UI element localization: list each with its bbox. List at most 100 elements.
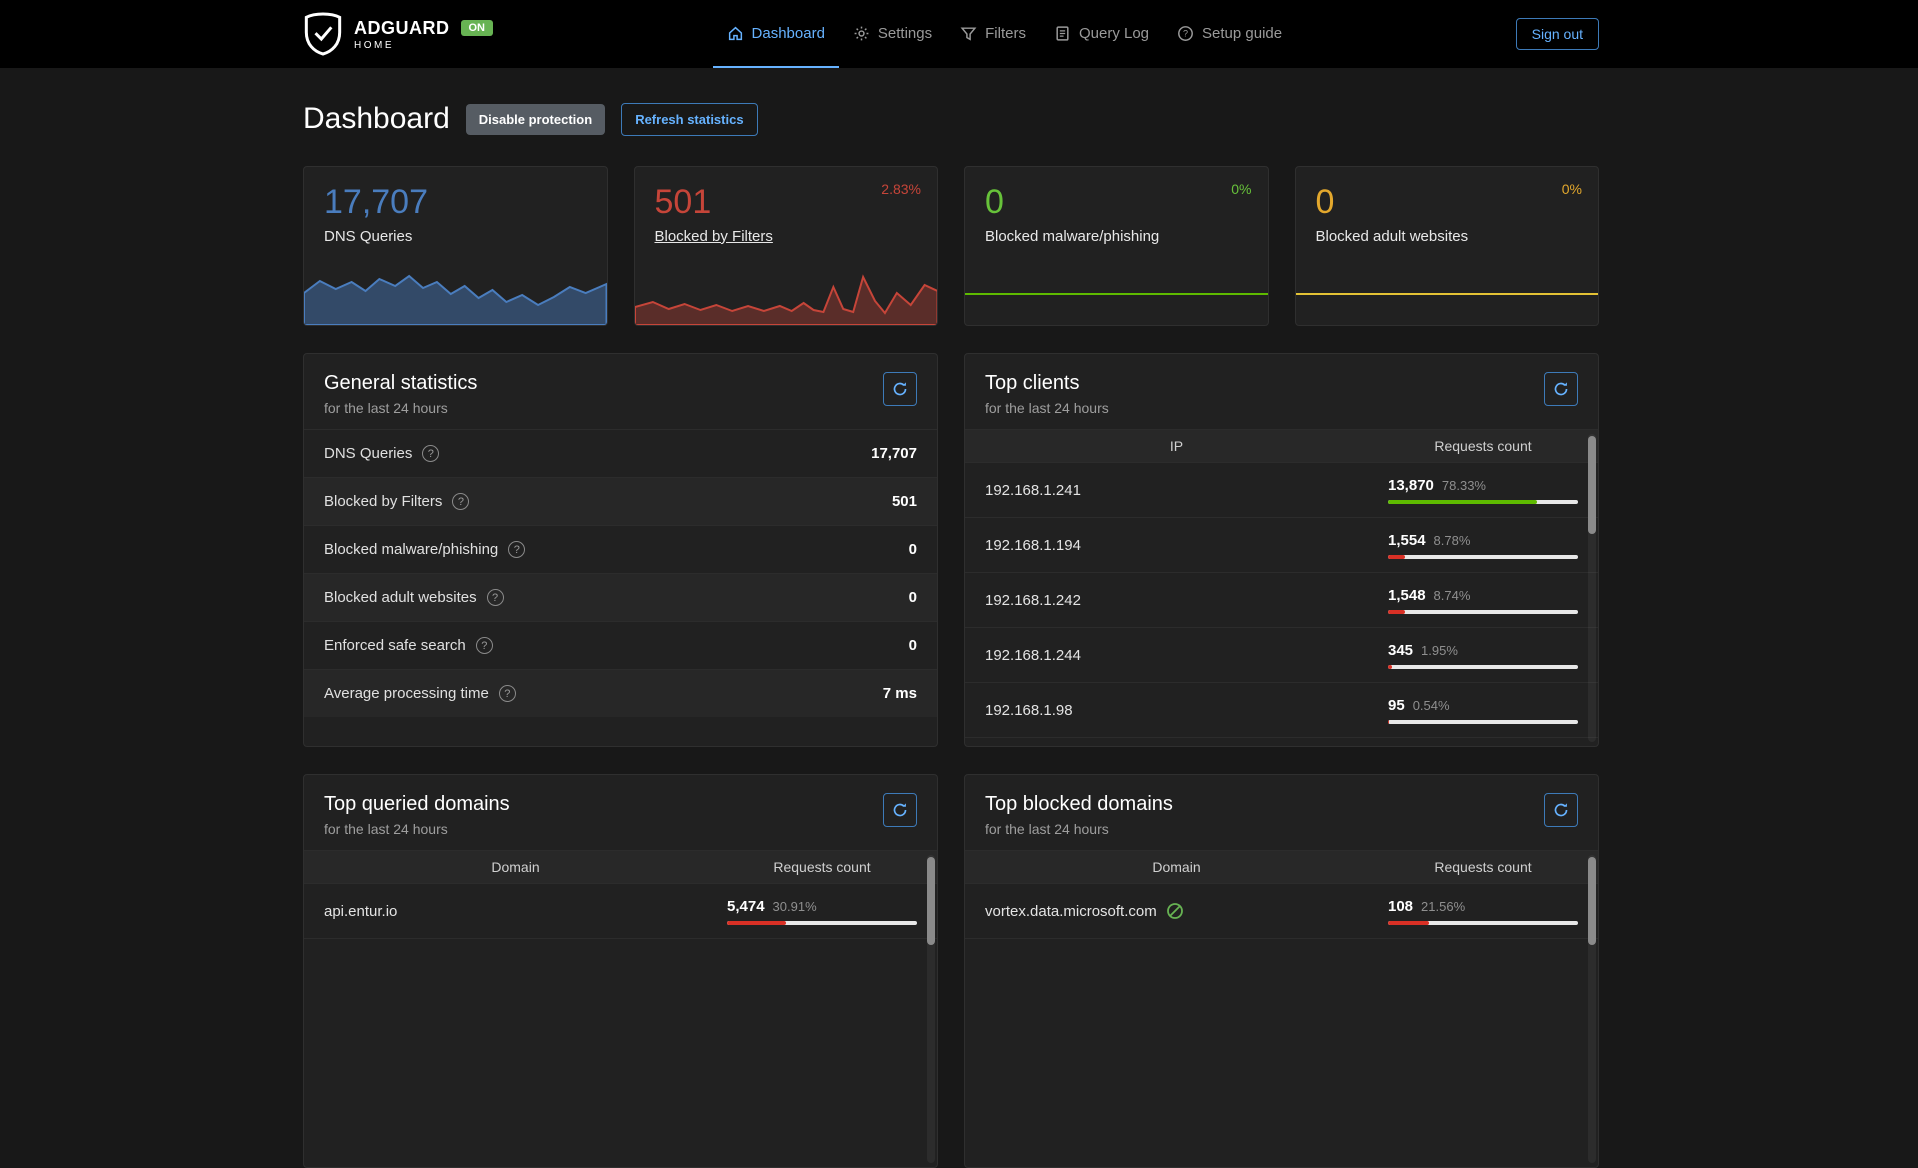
nav-dashboard-label: Dashboard — [751, 24, 825, 42]
brand-subtitle: HOME — [354, 39, 394, 51]
client-row: 192.168.1.244 345 1.95% — [965, 628, 1598, 683]
refresh-general-statistics-button[interactable] — [883, 372, 917, 406]
column-header-requests-count: Requests count — [773, 859, 871, 875]
nav-filters[interactable]: Filters — [946, 0, 1040, 68]
blocked-malware-flatline — [965, 293, 1268, 295]
client-ip[interactable]: 192.168.1.241 — [985, 481, 1081, 499]
blocked-adult-percent: 0% — [1561, 181, 1582, 197]
stat-row-label: Blocked by Filters — [324, 493, 443, 510]
stat-row: Blocked adult websites? 0 — [304, 573, 937, 621]
blocked-malware-label: Blocked malware/phishing — [985, 227, 1160, 245]
nav-query-log-label: Query Log — [1078, 24, 1150, 42]
blocked-adult-value: 0 — [1315, 183, 1335, 221]
blocked-adult-flatline — [1295, 293, 1598, 295]
client-row: 192.168.1.98 95 0.54% — [965, 683, 1598, 738]
column-header-requests-count: Requests count — [1434, 859, 1532, 875]
domain-row: api.entur.io 5,474 30.91% — [304, 884, 937, 939]
scrollbar-thumb[interactable] — [1588, 436, 1596, 534]
protection-on-badge: ON — [460, 20, 493, 36]
nav-setup-guide[interactable]: ? Setup guide — [1163, 0, 1296, 68]
help-icon[interactable]: ? — [498, 685, 516, 702]
top-blocked-domains-title: Top blocked domains — [985, 793, 1173, 815]
stat-row-value: 7 ms — [882, 685, 917, 702]
client-count: 13,870 — [1388, 476, 1434, 494]
progress-bar-fill — [1388, 719, 1390, 724]
blocked-by-filters-link[interactable]: Blocked by Filters — [654, 227, 773, 245]
adguard-home-logo[interactable]: ADGUARD ON HOME — [303, 12, 493, 56]
blocked-adult-card: 0% 0 Blocked adult websites — [1294, 166, 1599, 326]
top-queried-domains-table-header: Domain Requests count — [304, 850, 937, 884]
client-percent: 8.78% — [1433, 532, 1471, 548]
client-ip[interactable]: 192.168.1.244 — [985, 646, 1081, 664]
refresh-icon — [1554, 382, 1568, 396]
refresh-statistics-button[interactable]: Refresh statistics — [621, 102, 758, 136]
nav-dashboard[interactable]: Dashboard — [712, 0, 839, 68]
dns-queries-label: DNS Queries — [324, 227, 413, 245]
help-icon[interactable]: ? — [486, 589, 504, 606]
stat-row: Enforced safe search? 0 — [304, 621, 937, 669]
setup-guide-help-icon: ? — [1178, 25, 1193, 41]
main-nav: Dashboard Settings Filters — [712, 0, 1297, 68]
help-icon[interactable]: ? — [508, 541, 526, 558]
refresh-top-clients-button[interactable] — [1544, 372, 1578, 406]
queried-domain[interactable]: api.entur.io — [324, 902, 398, 920]
client-ip[interactable]: 192.168.1.194 — [985, 536, 1081, 554]
blocked-domain[interactable]: vortex.data.microsoft.com — [985, 902, 1157, 920]
client-percent: 1.95% — [1421, 642, 1458, 658]
blocked-malware-value: 0 — [985, 183, 1004, 221]
blocked-by-filters-percent: 2.83% — [881, 181, 921, 197]
scrollbar-thumb[interactable] — [1588, 857, 1596, 945]
progress-bar-fill — [1388, 609, 1405, 614]
sign-out-button[interactable]: Sign out — [1515, 18, 1599, 50]
blocked-by-filters-value: 501 — [654, 183, 712, 221]
client-ip[interactable]: 192.168.1.98 — [985, 701, 1073, 719]
client-ip[interactable]: 192.168.1.242 — [985, 591, 1081, 609]
stat-row-value: 0 — [908, 637, 917, 654]
general-statistics-table: DNS Queries? 17,707 Blocked by Filters? … — [304, 429, 937, 717]
domain-percent: 21.56% — [1421, 898, 1466, 914]
refresh-icon — [893, 382, 907, 396]
refresh-top-queried-domains-button[interactable] — [883, 793, 917, 827]
stat-row-value: 0 — [908, 541, 917, 558]
settings-gear-icon — [854, 26, 869, 40]
dns-queries-value: 17,707 — [324, 183, 428, 221]
refresh-top-blocked-domains-button[interactable] — [1544, 793, 1578, 827]
help-icon[interactable]: ? — [452, 493, 470, 510]
client-percent: 8.74% — [1433, 587, 1471, 603]
scrollbar-thumb[interactable] — [927, 857, 935, 945]
top-queried-domains-title: Top queried domains — [324, 793, 510, 815]
top-blocked-domains-card: Top blocked domains for the last 24 hour… — [964, 774, 1599, 1168]
dns-queries-card: 17,707 DNS Queries — [303, 166, 608, 326]
disable-protection-button[interactable]: Disable protection — [465, 103, 606, 135]
stat-row: Blocked malware/phishing? 0 — [304, 525, 937, 573]
blocked-status-icon — [1166, 903, 1183, 919]
top-blocked-domains-subtitle: for the last 24 hours — [985, 821, 1109, 837]
nav-settings[interactable]: Settings — [839, 0, 946, 68]
progress-bar-fill — [1388, 920, 1429, 925]
stat-row-value: 0 — [908, 589, 917, 606]
column-header-domain: Domain — [491, 859, 540, 875]
dashboard-page: Dashboard Disable protection Refresh sta… — [303, 68, 1599, 1168]
progress-bar — [1388, 554, 1578, 559]
client-percent: 0.54% — [1412, 697, 1450, 713]
progress-bar-fill — [1388, 499, 1537, 504]
progress-bar-fill — [727, 920, 786, 925]
progress-bar-fill — [1388, 554, 1405, 559]
progress-bar — [1388, 499, 1578, 504]
blocked-by-filters-card: 2.83% 501 Blocked by Filters — [633, 166, 938, 326]
progress-bar — [1388, 920, 1578, 925]
progress-bar — [727, 920, 917, 925]
stat-row-label: Average processing time — [324, 685, 489, 702]
help-icon[interactable]: ? — [475, 637, 493, 654]
general-statistics-title: General statistics — [324, 372, 478, 394]
column-header-domain: Domain — [1152, 859, 1201, 875]
stat-cards-row: 17,707 DNS Queries 2.83% 501 Blocked by … — [303, 166, 1599, 326]
stat-row-value: 17,707 — [871, 445, 917, 462]
brand-name: ADGUARD — [354, 17, 450, 38]
stat-row-label: Blocked adult websites — [324, 589, 477, 606]
nav-query-log[interactable]: Query Log — [1040, 0, 1163, 68]
top-clients-title: Top clients — [985, 372, 1080, 394]
client-percent: 78.33% — [1441, 477, 1486, 493]
adguard-shield-icon — [304, 12, 342, 56]
help-icon[interactable]: ? — [422, 445, 440, 462]
